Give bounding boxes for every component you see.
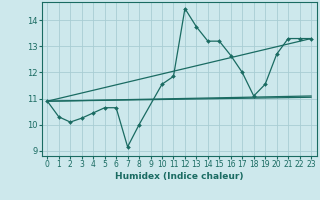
X-axis label: Humidex (Indice chaleur): Humidex (Indice chaleur) bbox=[115, 172, 244, 181]
